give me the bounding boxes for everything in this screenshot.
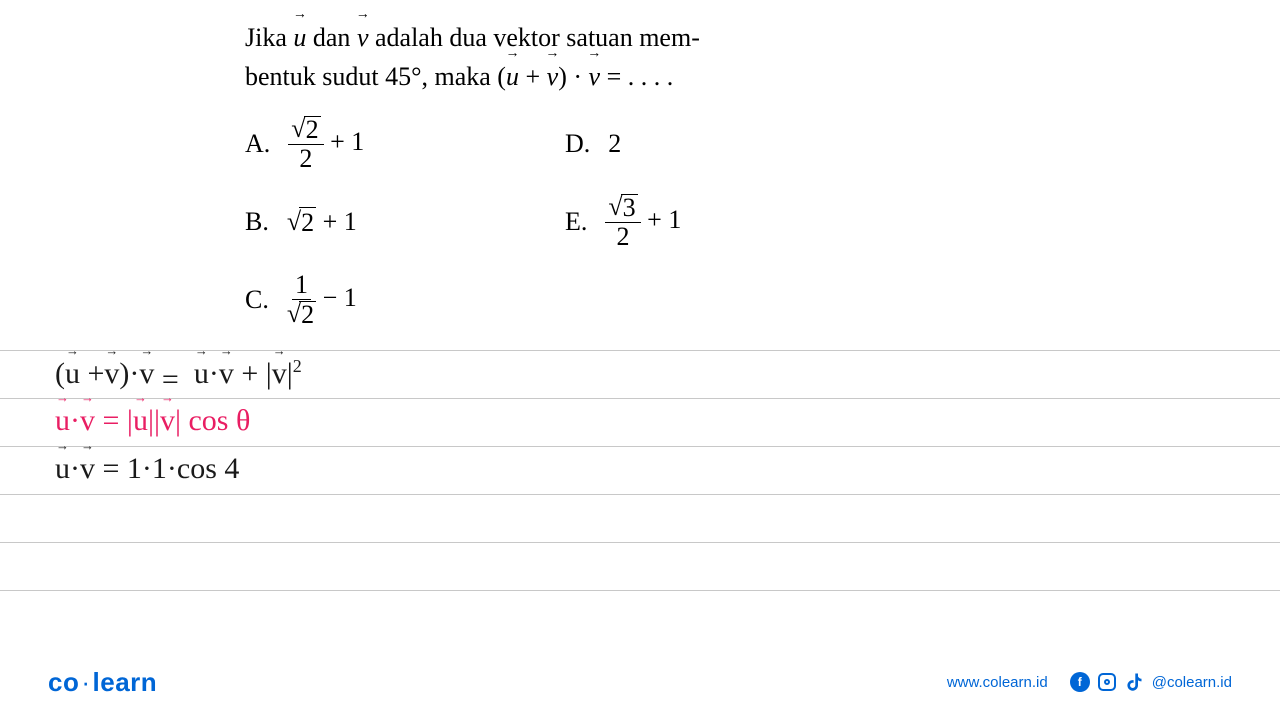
choice-expr: √2 2 + 1 [288,116,364,172]
instagram-icon[interactable] [1098,673,1116,691]
text-segment: bentuk sudut 45°, maka ( [245,62,506,91]
website-link[interactable]: www.colearn.id [947,674,1048,691]
social-handle[interactable]: @colearn.id [1152,674,1232,691]
choice-b: B. √2 + 1 [245,194,545,250]
handwriting-line-2: u·v = |u||v| cos θ [55,404,250,438]
text-segment: Jika [245,23,293,52]
choice-label: A. [245,129,270,159]
choice-expr: √2 + 1 [287,207,357,238]
choice-d: D. 2 [565,116,865,172]
choice-expr: 2 [608,129,621,159]
handwriting-line-3: u·v = 1·1·cos 4 [55,452,239,486]
facebook-icon[interactable]: f [1070,672,1090,692]
choice-expr: √3 2 + 1 [605,194,681,250]
question-text: Jika u dan v adalah dua vektor satuan me… [245,18,1045,96]
question-block: Jika u dan v adalah dua vektor satuan me… [245,18,1045,328]
text-segment: ) · [558,62,588,91]
choice-c: C. 1 √2 − 1 [245,272,545,328]
text-segment: dan [306,23,357,52]
ruled-line [0,398,1280,399]
vector-v: v [357,18,369,57]
logo-learn: learn [93,667,158,697]
logo-dot-icon: · [81,667,90,697]
logo-co: co [48,667,79,697]
text-segment: adalah dua vektor satuan mem- [368,23,699,52]
choice-expr: 1 √2 − 1 [287,272,357,328]
footer: co·learn www.colearn.id f @colearn.id [0,662,1280,702]
choice-label: B. [245,207,269,237]
choice-label: D. [565,129,590,159]
text-segment: = . . . . [600,62,673,91]
handwriting-line-1: (u +v)·v = u·v + |v|2 [55,356,302,391]
vector-u: u [293,18,306,57]
ruled-line [0,542,1280,543]
vector-v: v [589,57,601,96]
ruled-line [0,350,1280,351]
social-links: f @colearn.id [1070,672,1232,692]
ruled-line [0,446,1280,447]
tiktok-icon[interactable] [1124,672,1144,692]
vector-u: u [506,57,519,96]
text-segment: + [519,62,547,91]
brand-logo: co·learn [48,667,157,698]
footer-right: www.colearn.id f @colearn.id [947,672,1232,692]
answer-choices: A. √2 2 + 1 D. 2 B. √2 + 1 E. √3 [245,116,1045,328]
choice-label: C. [245,285,269,315]
ruled-line [0,590,1280,591]
vector-v: v [547,57,559,96]
choice-e: E. √3 2 + 1 [565,194,865,250]
choice-a: A. √2 2 + 1 [245,116,545,172]
ruled-line [0,494,1280,495]
choice-label: E. [565,207,587,237]
